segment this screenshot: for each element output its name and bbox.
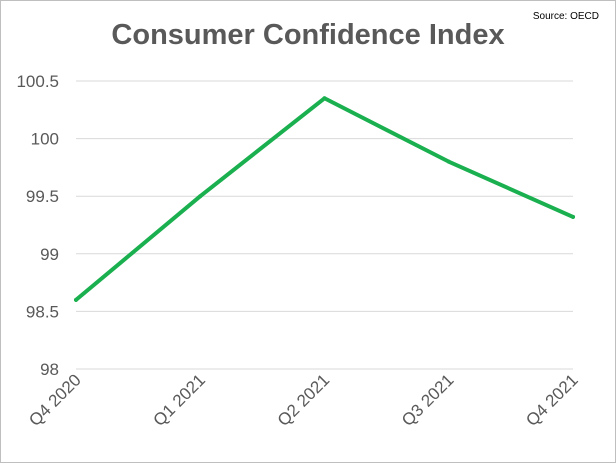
data-point — [322, 96, 327, 101]
x-tick-label: Q3 2021 — [398, 370, 458, 430]
y-tick-label: 98.5 — [26, 302, 59, 321]
series-line — [74, 96, 575, 302]
y-tick-label: 98 — [40, 360, 59, 379]
y-tick-label: 99.5 — [26, 187, 59, 206]
x-tick-label: Q1 2021 — [150, 370, 210, 430]
y-tick-label: 100 — [31, 130, 59, 149]
data-point — [571, 214, 575, 219]
data-point — [446, 159, 451, 164]
x-tick-label: Q4 2021 — [522, 370, 582, 430]
y-tick-label: 100.5 — [16, 72, 59, 91]
x-tick-label: Q4 2020 — [25, 370, 85, 430]
data-point — [74, 297, 78, 302]
x-tick-label: Q2 2021 — [274, 370, 334, 430]
chart-title: Consumer Confidence Index — [111, 19, 505, 51]
y-tick-label: 99 — [40, 245, 59, 264]
source-note: Source: OECD — [532, 11, 599, 22]
data-point — [198, 194, 203, 199]
